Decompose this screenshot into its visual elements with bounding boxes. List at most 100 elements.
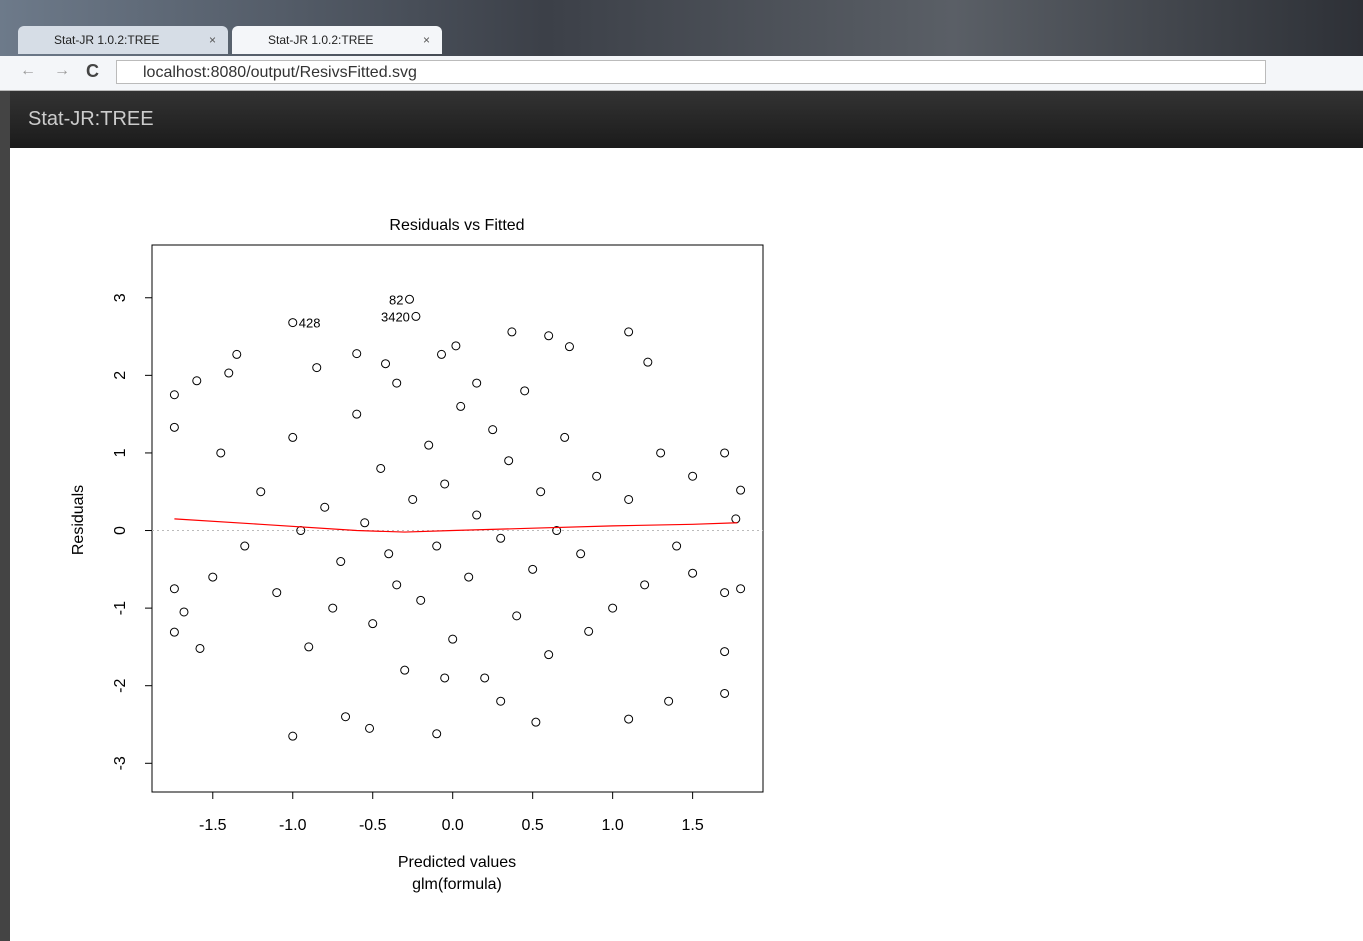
point	[432, 541, 442, 551]
point	[408, 494, 418, 504]
point	[688, 568, 698, 578]
point	[240, 541, 250, 551]
point	[451, 341, 461, 351]
point	[312, 363, 322, 373]
x-tick-label: 0.0	[442, 817, 464, 834]
point	[336, 557, 346, 567]
point	[272, 588, 282, 598]
x-tick-label: 1.5	[681, 817, 703, 834]
point	[360, 518, 370, 528]
app-title[interactable]: Stat-JR:TREE	[28, 108, 154, 130]
point	[304, 642, 314, 652]
point	[169, 584, 179, 594]
point	[592, 471, 602, 481]
point	[544, 650, 554, 660]
y-axis-label: Residuals	[70, 485, 87, 555]
point	[736, 584, 746, 594]
point-label: 3420	[381, 309, 410, 324]
point	[720, 688, 730, 698]
point	[720, 448, 730, 458]
point	[472, 510, 482, 520]
point	[504, 456, 514, 466]
tab[interactable]: Stat-JR 1.0.2:TREE ×	[232, 26, 442, 54]
point	[169, 422, 179, 432]
point	[688, 471, 698, 481]
toolbar: ← → C localhost:8080/output/ResivsFitted…	[0, 56, 1363, 91]
point	[672, 541, 682, 551]
y-tick-label: 2	[112, 371, 129, 380]
point	[507, 327, 517, 337]
point	[440, 479, 450, 489]
point	[736, 485, 746, 495]
point	[320, 502, 330, 512]
point	[352, 349, 362, 359]
point	[341, 712, 351, 722]
back[interactable]: ←	[20, 62, 36, 79]
point	[456, 401, 466, 411]
point	[352, 409, 362, 419]
point	[384, 549, 394, 559]
point	[656, 448, 666, 458]
point	[464, 572, 474, 582]
point	[720, 647, 730, 657]
point	[192, 376, 202, 386]
point	[531, 717, 541, 727]
x-tick-label: 1.0	[602, 817, 624, 834]
tab[interactable]: Stat-JR 1.0.2:TREE ×	[18, 26, 228, 54]
point	[288, 432, 298, 442]
plot-frame	[151, 244, 764, 793]
point	[381, 359, 391, 369]
x-tick-label: -0.5	[359, 817, 387, 834]
annotated-point	[405, 294, 415, 304]
point	[208, 572, 218, 582]
point	[544, 331, 554, 341]
point	[496, 696, 506, 706]
point	[216, 448, 226, 458]
point	[256, 487, 266, 497]
point	[731, 514, 741, 524]
point	[424, 440, 434, 450]
point	[472, 378, 482, 388]
point	[392, 580, 402, 590]
point	[169, 390, 179, 400]
point	[169, 627, 179, 637]
point	[640, 580, 650, 590]
point	[416, 595, 426, 605]
close[interactable]: ×	[208, 33, 216, 47]
point	[720, 588, 730, 598]
annotated-point	[288, 318, 298, 328]
point	[488, 425, 498, 435]
point	[368, 619, 378, 629]
forward[interactable]: →	[54, 62, 70, 79]
point	[608, 603, 618, 613]
point	[496, 533, 506, 543]
smooth-line	[174, 518, 738, 533]
point	[480, 673, 490, 683]
close[interactable]: ×	[422, 33, 430, 47]
point	[576, 549, 586, 559]
point	[528, 564, 538, 574]
address-bar[interactable]: localhost:8080/output/ResivsFitted.svg	[116, 60, 1266, 84]
point	[179, 607, 189, 617]
x-tick-label: -1.0	[279, 817, 307, 834]
annotated-point	[411, 311, 421, 321]
point	[328, 603, 338, 613]
y-tick-label: 1	[112, 448, 129, 457]
point	[512, 611, 522, 621]
point	[400, 665, 410, 675]
point	[664, 696, 674, 706]
reload[interactable]: C	[86, 61, 99, 81]
y-tick-label: -3	[112, 756, 129, 770]
y-tick-label: -1	[112, 601, 129, 615]
point	[536, 487, 546, 497]
chart: Residuals vs Fitted Predicted values glm…	[70, 217, 764, 893]
tab-title: Stat-JR 1.0.2:TREE	[54, 33, 160, 47]
point	[643, 357, 653, 367]
point	[288, 731, 298, 741]
x-tick-label: 0.5	[522, 817, 544, 834]
y-tick-label: -2	[112, 678, 129, 692]
x-axis-label: Predicted values	[398, 854, 516, 871]
point	[232, 349, 242, 359]
navbar: Stat-JR:TREE	[10, 91, 1363, 148]
